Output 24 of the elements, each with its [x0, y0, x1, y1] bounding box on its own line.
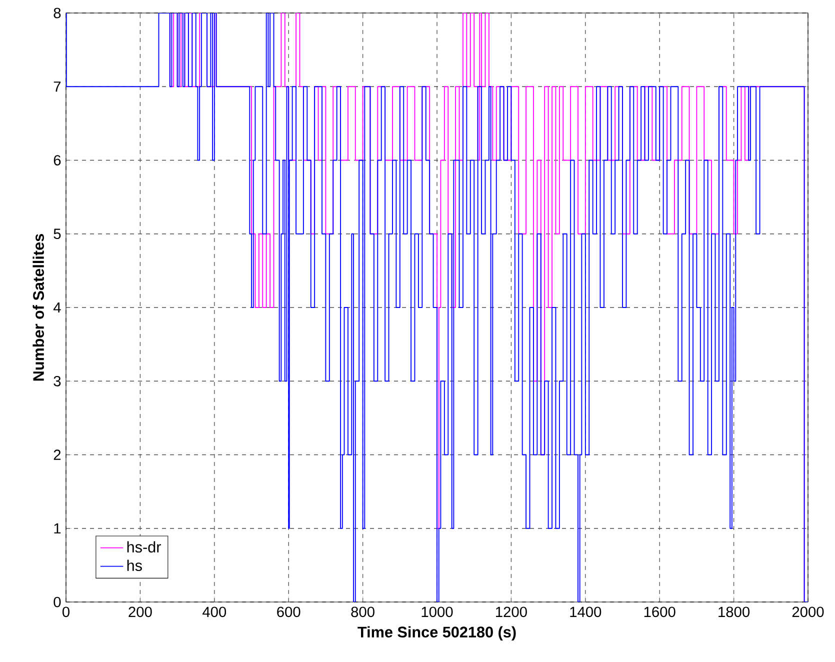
y-tick-label: 1 [54, 523, 61, 534]
y-tick-label: 4 [53, 302, 61, 313]
y-axis-title: Number of Satellites [32, 234, 44, 381]
legend-label: hs [127, 560, 142, 571]
x-tick-label: 1800 [718, 606, 750, 618]
x-tick-label: 1200 [496, 606, 527, 618]
x-tick-label: 1400 [570, 606, 602, 618]
x-tick-label: 800 [351, 606, 374, 618]
x-tick-label: 200 [128, 606, 152, 618]
x-tick-label: 0 [62, 606, 70, 618]
y-tick-label: 8 [54, 8, 61, 18]
x-tick-label: 400 [202, 606, 226, 618]
legend-label: hs-dr [127, 541, 161, 553]
y-tick-label: 6 [54, 155, 61, 166]
x-tick-label: 1600 [644, 606, 676, 618]
y-tick-label: 5 [54, 228, 61, 239]
y-tick-label: 3 [54, 376, 61, 386]
x-tick-label: 2000 [792, 606, 824, 618]
x-axis-title: Time Since 502180 (s) [358, 626, 516, 641]
y-tick-label: 0 [54, 596, 61, 608]
y-tick-label: 2 [54, 450, 61, 460]
x-tick-label: 600 [277, 606, 300, 618]
y-tick-label: 7 [54, 82, 61, 92]
x-tick-label: 1000 [422, 606, 453, 618]
